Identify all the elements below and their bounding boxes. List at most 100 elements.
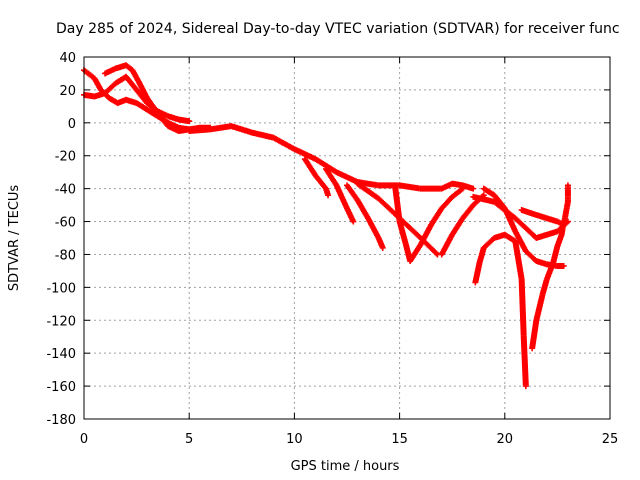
data-point: [133, 86, 150, 105]
data-point: [459, 203, 476, 222]
data-point: [354, 180, 381, 201]
data-point: [512, 228, 529, 253]
x-tick-label: 25: [602, 432, 619, 447]
data-point: [449, 216, 465, 238]
data-point: [228, 123, 254, 136]
y-axis-label: SDTVAR / TECUs: [7, 185, 22, 292]
data-point: [518, 207, 538, 218]
data-point: [518, 276, 527, 339]
y-tick-label: -60: [55, 216, 76, 231]
data-point: [480, 185, 496, 198]
data-point: [562, 200, 571, 217]
data-point: [154, 109, 171, 128]
data-point: [350, 218, 357, 225]
data-point: [365, 215, 381, 240]
data-point: [123, 62, 135, 73]
series-track-14: [518, 182, 571, 228]
data-point: [301, 156, 318, 178]
data-point: [533, 228, 559, 241]
data-point: [539, 277, 550, 297]
data-point: [417, 185, 444, 192]
y-tick-label: 40: [59, 51, 76, 66]
data-point: [501, 231, 518, 244]
data-point: [396, 182, 423, 192]
data-point: [133, 100, 149, 112]
series-track-7: [344, 182, 386, 251]
data-point: [438, 233, 455, 258]
data-point: [522, 383, 529, 390]
y-tick-label: -160: [46, 380, 76, 395]
data-point: [312, 172, 329, 191]
data-point: [375, 182, 401, 189]
y-tick-label: -80: [55, 248, 76, 263]
series-track-11: [472, 231, 529, 390]
data-point: [97, 86, 112, 100]
data-point: [472, 261, 483, 286]
data-point: [333, 169, 360, 185]
series-track-3: [102, 62, 214, 135]
y-tick-label: -120: [46, 314, 76, 329]
data-point: [186, 118, 193, 125]
plot-frame: [83, 56, 611, 420]
data-point: [543, 261, 556, 283]
data-point: [207, 123, 233, 133]
data-point: [123, 73, 139, 92]
data-point: [480, 236, 497, 251]
data-point: [135, 78, 150, 100]
data-point: [512, 238, 525, 281]
data-point: [449, 186, 465, 200]
data-point: [512, 215, 539, 240]
data-point: [550, 244, 561, 266]
chart-title: Day 285 of 2024, Sidereal Day-to-day VTE…: [56, 21, 620, 37]
y-tick-label: -140: [46, 347, 76, 362]
data-point: [144, 95, 160, 115]
x-axis-label: GPS time / hours: [291, 459, 400, 474]
x-tick-label: 5: [185, 432, 193, 447]
data-point: [554, 219, 570, 235]
series-track-9: [392, 185, 466, 265]
series-track-6: [322, 165, 357, 225]
series-track-4: [186, 123, 477, 192]
data-point: [470, 185, 477, 192]
data-point: [249, 129, 275, 141]
data-point: [564, 183, 571, 205]
data-point: [344, 182, 360, 202]
grid-lines: [84, 57, 610, 419]
data-point: [476, 246, 487, 266]
data-point: [459, 185, 466, 192]
data-point: [379, 244, 386, 251]
data-point: [428, 206, 444, 228]
tick-labels: 0 5 10 15 20 25 40 20 0 -20 -40 -60 -80 -100 -120 -140 -…: [46, 51, 618, 447]
data-point: [522, 248, 539, 263]
data-point: [560, 262, 567, 269]
x-tick-label: 15: [391, 432, 408, 447]
data-point: [354, 197, 371, 220]
data-point: [270, 134, 296, 152]
data-point: [392, 185, 403, 223]
y-tick-label: -40: [55, 183, 76, 198]
data-point: [186, 126, 212, 135]
data-point: [564, 182, 571, 189]
data-point: [438, 195, 455, 212]
data-point: [529, 318, 540, 352]
x-tick-label: 0: [80, 432, 88, 447]
y-tick-label: 0: [68, 117, 76, 132]
data-point: [407, 242, 423, 265]
data-point: [491, 198, 518, 221]
data-point: [520, 333, 529, 388]
data-point: [322, 165, 339, 187]
data-point: [325, 192, 332, 199]
data-series: [81, 62, 571, 390]
data-point: [564, 218, 571, 225]
y-tick-label: -20: [55, 150, 76, 165]
series-track-5: [301, 156, 332, 199]
y-tick-label: -180: [46, 413, 76, 428]
data-point: [554, 218, 566, 228]
y-tick-label: -100: [46, 281, 76, 296]
x-tick-label: 20: [497, 432, 514, 447]
data-point: [144, 106, 160, 119]
x-tick-label: 10: [286, 432, 303, 447]
y-tick-label: 20: [59, 84, 76, 99]
data-point: [333, 182, 350, 210]
